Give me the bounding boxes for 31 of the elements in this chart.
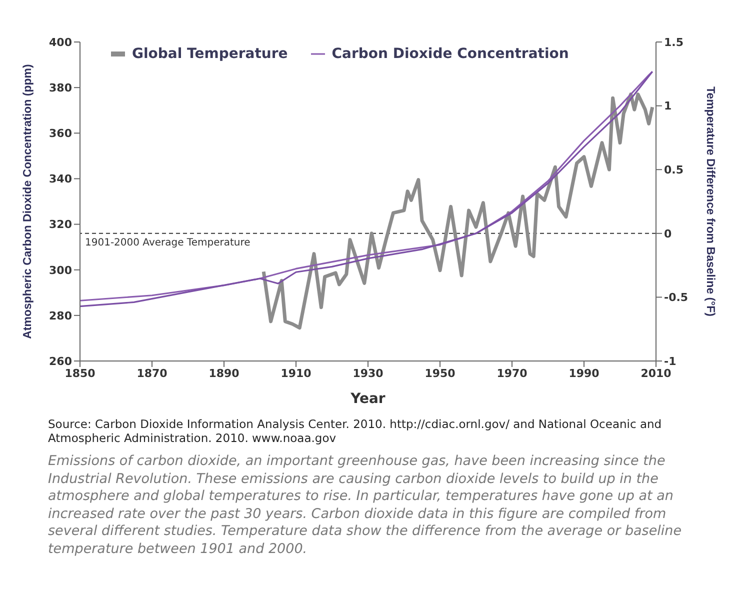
y-tick-label: 400 bbox=[49, 36, 72, 49]
y-tick-label: 340 bbox=[49, 172, 72, 186]
x-tick-label: 1910 bbox=[280, 366, 312, 380]
y-tick-label: 380 bbox=[49, 81, 72, 94]
y-tick-label: 320 bbox=[49, 218, 72, 232]
x-tick-label: 1990 bbox=[568, 366, 600, 380]
y-tick-label: 300 bbox=[49, 264, 72, 277]
y-tick-label: 260 bbox=[49, 354, 72, 368]
ref-line-label: 1901-2000 Average Temperature bbox=[85, 238, 250, 248]
y2-tick-label: 0 bbox=[664, 227, 672, 240]
y2-tick-label: -1 bbox=[664, 354, 676, 368]
legend-label: Global Temperature bbox=[131, 46, 288, 62]
y-tick-label: 360 bbox=[49, 127, 72, 140]
y-axis-title: Atmospheric Carbon Dioxide Concentration (ppm) bbox=[22, 64, 34, 339]
x-tick-label: 1930 bbox=[352, 366, 384, 380]
x-tick-label: 1950 bbox=[424, 366, 456, 380]
x-tick-label: 2010 bbox=[640, 366, 672, 380]
y2-tick-label: -0.5 bbox=[664, 291, 688, 304]
y2-tick-label: 1.5 bbox=[664, 36, 684, 49]
y2-axis-title: Temperature Difference from Baseline (°F) bbox=[704, 86, 716, 317]
y-tick-label: 280 bbox=[49, 309, 72, 322]
y2-tick-label: 0.5 bbox=[664, 164, 684, 177]
x-tick-label: 1890 bbox=[208, 366, 240, 380]
x-tick-label: 1970 bbox=[496, 366, 528, 380]
text: Emissions of carbon dioxide, an important greenhouse gas, have been increasing since the Industrial Revolution. These emissions are causing carbon dioxide levels to build up in the atmosphere and global temperatures to rise. In particular, temperatures have gone up at an increased rate over the past 30 years. Carbon dioxide data in this figure are compiled from several different studies. Temperature data show the difference from the average or baseline temperature between 1901 and 2000. bbox=[48, 453, 682, 558]
x-tick-label: 1870 bbox=[136, 366, 168, 380]
legend-label: Carbon Dioxide Concentration bbox=[330, 46, 569, 62]
y2-tick-label: 1 bbox=[664, 100, 672, 113]
source-note: Source: Carbon Dioxide Information Analysis Center. 2010. http://cdiac.ornl.gov/ and National Oceanic and Atmospheric Administration. 2010. www.noaa.gov bbox=[48, 417, 663, 445]
x-tick-label: 1850 bbox=[64, 366, 96, 380]
x-axis-title: Year bbox=[350, 391, 386, 407]
